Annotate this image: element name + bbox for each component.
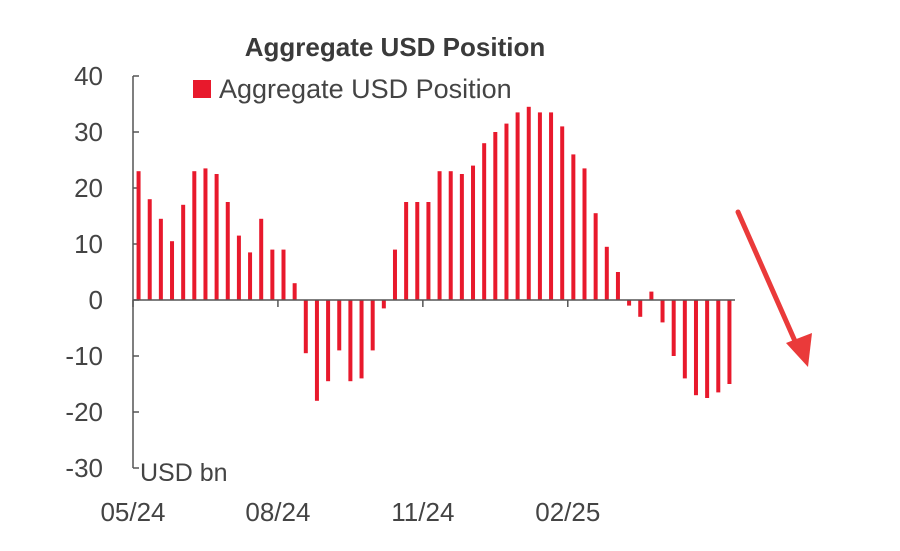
bar: [415, 202, 420, 300]
y-axis-ticks: 40 30 20 10 0 -10 -20 -30: [65, 61, 139, 483]
y-tick-label: 40: [74, 61, 103, 91]
chart-title: Aggregate USD Position: [245, 32, 545, 62]
bar: [716, 300, 721, 393]
x-tick-label: 11/24: [391, 497, 454, 527]
bar: [270, 249, 275, 300]
bar: [638, 300, 643, 317]
bar: [549, 112, 554, 301]
bar: [671, 300, 676, 356]
bar: [326, 300, 331, 382]
bar-series: [136, 106, 732, 401]
bar: [448, 171, 453, 300]
bar: [259, 218, 264, 300]
bar: [571, 154, 576, 300]
y-tick-label: -10: [65, 341, 103, 371]
bar: [627, 300, 632, 306]
bar: [560, 126, 565, 301]
bar: [582, 168, 587, 300]
bar: [170, 241, 175, 300]
bar: [493, 132, 498, 300]
x-axis-ticks: 05/24 08/24 11/24 02/25: [100, 300, 600, 527]
legend-label: Aggregate USD Position: [219, 74, 512, 104]
bar: [504, 123, 509, 300]
y-tick-label: -20: [65, 397, 103, 427]
annotation-arrow: [735, 209, 812, 367]
bar: [303, 300, 308, 354]
y-tick-label: -30: [65, 453, 103, 483]
x-tick-label: 08/24: [245, 497, 310, 527]
bar: [693, 300, 698, 396]
bar: [147, 199, 152, 300]
legend-swatch: [193, 80, 211, 98]
bar: [225, 202, 230, 300]
bar: [471, 165, 476, 300]
bar: [281, 249, 286, 300]
bar: [314, 300, 319, 401]
bar: [660, 300, 665, 323]
axes: [132, 76, 735, 468]
unit-label: USD bn: [140, 459, 228, 487]
y-tick-label: 10: [74, 229, 103, 259]
bar: [537, 112, 542, 301]
x-tick-label: 05/24: [100, 497, 165, 527]
bar: [136, 171, 141, 300]
bar: [426, 202, 431, 300]
bar: [248, 252, 253, 300]
bar: [604, 246, 609, 300]
y-tick-label: 20: [74, 173, 103, 203]
bar: [337, 300, 342, 351]
bar: [482, 143, 487, 300]
bar: [203, 168, 208, 300]
bar: [181, 204, 186, 300]
bar: [359, 300, 364, 379]
bar: [459, 174, 464, 300]
bar: [236, 235, 241, 300]
bar: [381, 300, 386, 309]
bar: [526, 106, 531, 300]
bar: [682, 300, 687, 379]
x-tick-label: 02/25: [535, 497, 600, 527]
bar: [292, 283, 297, 300]
bar: [404, 202, 409, 300]
bar: [370, 300, 375, 351]
bar: [392, 249, 397, 300]
bar: [348, 300, 353, 382]
bar: [593, 213, 598, 300]
bar: [192, 171, 197, 300]
bar: [214, 174, 219, 300]
bar: [615, 272, 620, 300]
y-tick-label: 0: [89, 285, 103, 315]
bar: [158, 218, 163, 300]
bar: [515, 112, 520, 301]
bar: [727, 300, 732, 384]
bar: [437, 171, 442, 300]
y-tick-label: 30: [74, 117, 103, 147]
bar: [649, 291, 654, 300]
bar: [705, 300, 710, 398]
